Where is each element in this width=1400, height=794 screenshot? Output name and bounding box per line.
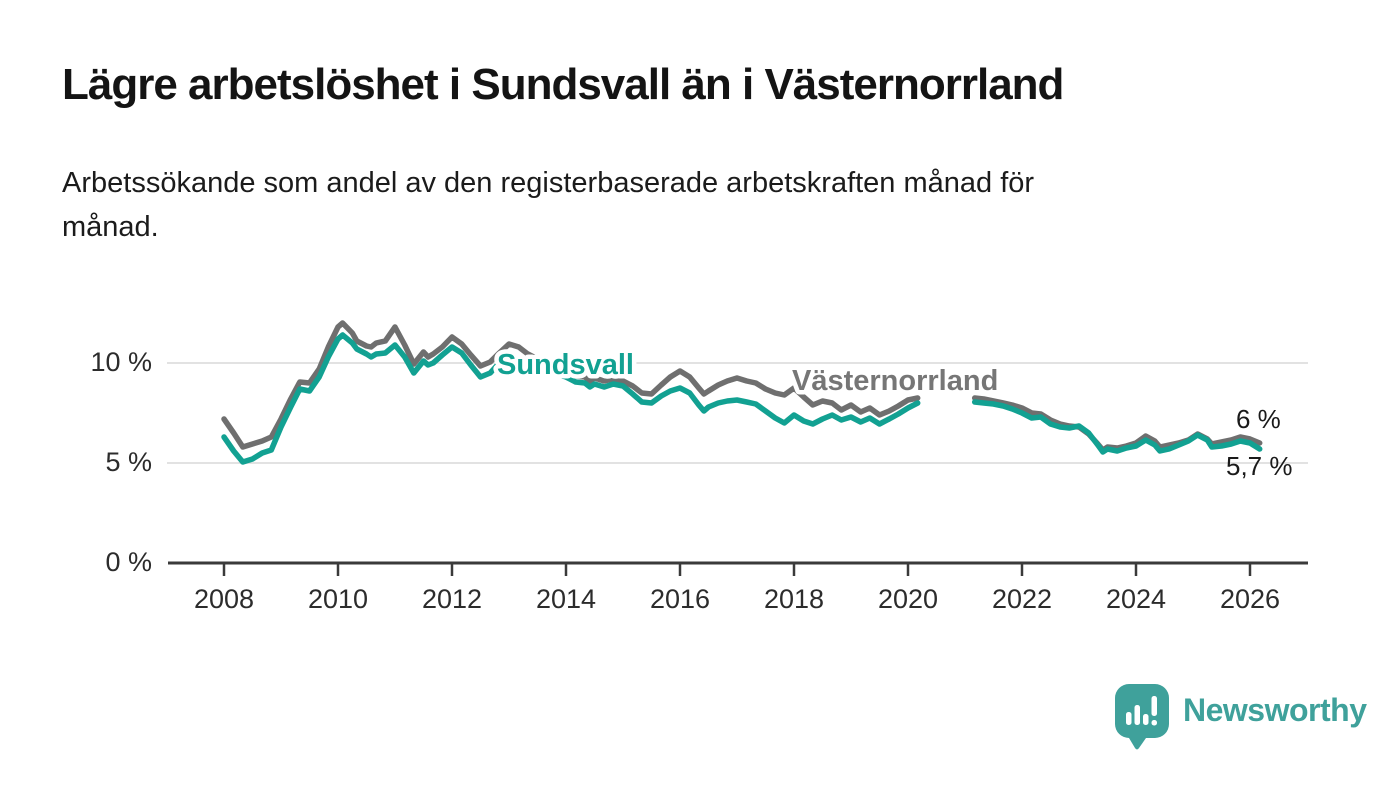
x-tick-label: 2026 xyxy=(1219,584,1281,614)
x-tick-label: 2024 xyxy=(1105,584,1167,614)
x-tick-label: 2018 xyxy=(763,584,825,614)
y-tick-label: 0 % xyxy=(105,547,152,577)
y-tick-label: 5 % xyxy=(105,447,152,477)
x-tick-label: 2014 xyxy=(535,584,597,614)
x-tick-label: 2008 xyxy=(193,584,255,614)
newsworthy-wordmark: Newsworthy xyxy=(1183,692,1367,728)
chart-title: Lägre arbetslöshet i Sundsvall än i Väst… xyxy=(62,60,1064,109)
sundsvall-end-value: 5,7 % xyxy=(1226,451,1293,481)
newsworthy-branding: Newsworthy xyxy=(1115,684,1367,750)
y-tick-label: 10 % xyxy=(90,347,152,377)
series-label-sundsvall: Sundsvall xyxy=(497,349,634,381)
x-tick-label: 2012 xyxy=(421,584,483,614)
chart-subtitle: Arbetssökande som andel av den registerb… xyxy=(62,167,1035,243)
series-line-sundsvall xyxy=(221,332,1263,465)
x-tick-label: 2010 xyxy=(307,584,369,614)
vasternorrland-end-value: 6 % xyxy=(1236,404,1281,434)
x-tick-label: 2016 xyxy=(649,584,711,614)
series-line-västernorrland xyxy=(221,320,1263,453)
x-tick-label: 2020 xyxy=(877,584,939,614)
x-tick-label: 2022 xyxy=(991,584,1053,614)
newsworthy-logo-icon xyxy=(1115,684,1169,750)
series-label-västernorrland: Västernorrland xyxy=(792,365,998,397)
